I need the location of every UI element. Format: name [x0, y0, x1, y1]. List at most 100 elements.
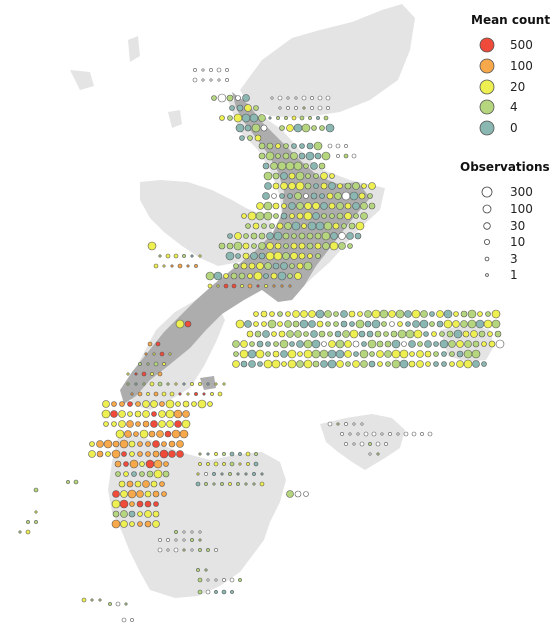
- observation-marker: [277, 95, 283, 101]
- observation-marker: [352, 442, 356, 446]
- observation-marker: [105, 451, 111, 457]
- observation-marker: [333, 321, 339, 327]
- observation-marker: [210, 392, 214, 396]
- observation-marker: [397, 321, 403, 327]
- observation-marker: [317, 95, 323, 101]
- observation-marker: [303, 491, 309, 497]
- observation-marker: [244, 104, 252, 112]
- observation-marker: [137, 511, 143, 517]
- observation-marker: [227, 233, 233, 239]
- observation-marker: [234, 232, 242, 240]
- observation-marker: [201, 78, 205, 82]
- legend-mean-item: 4: [479, 99, 518, 115]
- observation-marker: [242, 242, 250, 250]
- observation-marker: [376, 340, 384, 348]
- observation-marker: [266, 142, 274, 150]
- observation-marker: [165, 399, 175, 409]
- observation-marker: [412, 320, 420, 328]
- observation-marker: [198, 452, 202, 456]
- observation-marker: [96, 450, 104, 458]
- observation-marker: [478, 330, 486, 338]
- observation-marker: [380, 432, 384, 436]
- observation-marker: [315, 309, 325, 319]
- observation-marker: [253, 271, 263, 281]
- observation-marker: [150, 420, 158, 428]
- observation-marker: [477, 311, 483, 317]
- observation-marker: [144, 352, 148, 356]
- observation-marker: [247, 135, 253, 141]
- observation-marker: [141, 371, 147, 377]
- observation-marker: [483, 319, 493, 329]
- observation-marker: [112, 510, 120, 518]
- observation-marker: [391, 339, 401, 349]
- observation-marker: [280, 350, 288, 358]
- observation-marker: [399, 359, 409, 369]
- observation-marker: [192, 77, 198, 83]
- observation-marker: [276, 222, 284, 230]
- observation-marker: [119, 439, 129, 449]
- observation-marker: [453, 329, 463, 339]
- observation-marker: [441, 361, 447, 367]
- observation-marker: [136, 490, 144, 498]
- observation-marker: [194, 264, 198, 268]
- observation-marker: [340, 432, 344, 436]
- observation-marker: [275, 153, 281, 159]
- observation-marker: [127, 489, 137, 499]
- observation-marker: [341, 223, 347, 229]
- observation-marker: [161, 441, 167, 447]
- observation-marker: [344, 350, 352, 358]
- observation-marker: [263, 211, 273, 221]
- observation-marker: [205, 271, 215, 281]
- observation-marker: [258, 232, 266, 240]
- observation-marker: [296, 202, 304, 210]
- observation-marker: [147, 341, 153, 347]
- observation-marker: [126, 480, 134, 488]
- observation-marker: [127, 401, 133, 407]
- observation-marker: [256, 284, 260, 288]
- observation-marker: [207, 401, 213, 407]
- observation-marker: [251, 123, 261, 133]
- observation-marker: [204, 472, 208, 476]
- observation-marker: [456, 360, 464, 368]
- observation-marker: [294, 272, 302, 280]
- observation-marker: [424, 340, 432, 348]
- observation-marker: [296, 212, 304, 220]
- observation-marker: [220, 472, 224, 476]
- observation-marker: [253, 105, 259, 111]
- observation-marker: [344, 212, 352, 220]
- observation-marker: [240, 360, 248, 368]
- observation-marker: [262, 330, 270, 338]
- observation-marker: [368, 442, 372, 446]
- observation-marker: [310, 162, 318, 170]
- observation-marker: [275, 143, 281, 149]
- observation-marker: [272, 172, 280, 180]
- observation-marker: [177, 263, 183, 269]
- observation-marker: [246, 462, 250, 466]
- observation-marker: [303, 359, 313, 369]
- observation-marker: [282, 252, 290, 260]
- observation-marker: [165, 253, 171, 259]
- observation-marker: [265, 251, 275, 261]
- observation-marker: [258, 114, 266, 122]
- observation-marker: [491, 309, 501, 319]
- observation-marker: [102, 400, 110, 408]
- observation-marker: [114, 460, 122, 468]
- observation-marker: [126, 420, 134, 428]
- observation-marker: [135, 421, 141, 427]
- observation-marker: [269, 223, 275, 229]
- observation-marker: [315, 221, 325, 231]
- observation-marker: [129, 521, 135, 527]
- observation-marker: [110, 410, 118, 418]
- observation-marker: [408, 360, 416, 368]
- observation-marker: [288, 284, 292, 288]
- observation-marker: [293, 161, 303, 171]
- observation-marker: [319, 349, 329, 359]
- observation-marker: [142, 400, 150, 408]
- observation-marker: [158, 254, 162, 258]
- observation-marker: [495, 339, 505, 349]
- observation-marker: [134, 480, 142, 488]
- observation-marker: [298, 232, 306, 240]
- observation-marker: [115, 429, 125, 439]
- observation-marker: [258, 142, 266, 150]
- observation-marker: [321, 151, 331, 161]
